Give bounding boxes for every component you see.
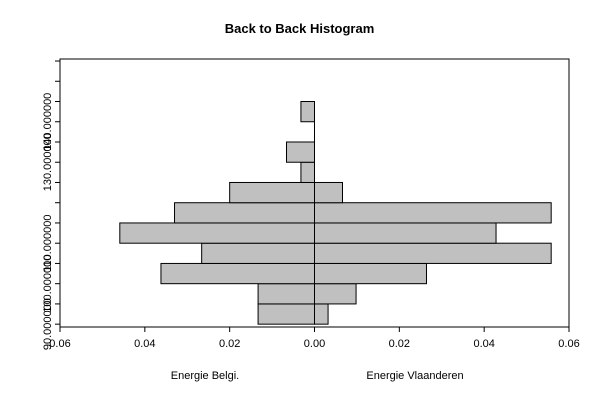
x-axis: 0.06 0.04 0.02 0.00 0.02 0.04 0.06 (49, 327, 580, 350)
bar-left (119, 222, 316, 244)
bar-right (314, 181, 343, 204)
right-series-label: Energie Vlaanderen (366, 370, 464, 382)
y-tick-label: 110.000000 (42, 215, 54, 272)
x-tick-label: 0.00 (304, 338, 325, 350)
left-bars (119, 101, 316, 325)
right-bars (314, 181, 552, 325)
bar-left (300, 161, 315, 183)
bar-left (160, 262, 315, 285)
y-tick-label: 130.000000 (42, 133, 54, 191)
x-tick-label: 0.06 (558, 338, 579, 350)
bar-right (314, 283, 357, 305)
y-tick-label: 140.000000 (42, 93, 54, 151)
bar-right (314, 222, 497, 244)
x-tick-label: 0.02 (219, 338, 240, 350)
bar-right (314, 262, 427, 285)
x-tick-label: 0.04 (473, 338, 494, 350)
bar-left (286, 141, 316, 163)
bar-left (300, 101, 315, 123)
y-tick-label: 100.000000 (42, 255, 54, 313)
bar-left (257, 303, 316, 325)
bar-right (314, 303, 329, 325)
y-tick-label: 90.000000 (42, 298, 54, 350)
x-tick-label: 0.06 (49, 338, 70, 350)
bar-left (201, 242, 315, 264)
x-tick-label: 0.02 (389, 338, 410, 350)
bar-right (314, 202, 552, 224)
bar-left (229, 181, 316, 204)
bar-left (174, 202, 315, 224)
bar-right (314, 242, 552, 264)
x-tick-label: 0.04 (134, 338, 155, 350)
bar-left (257, 283, 316, 305)
chart-title: Back to Back Histogram (224, 21, 375, 36)
left-series-label: Energie Belgi. (170, 370, 240, 382)
